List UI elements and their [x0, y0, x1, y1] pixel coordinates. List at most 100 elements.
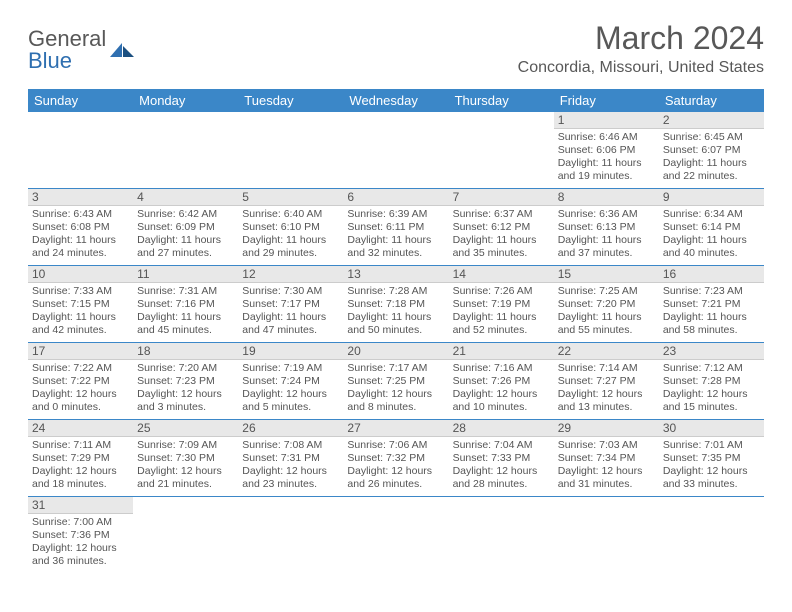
day-number: 27: [343, 420, 448, 437]
day-details: Sunrise: 6:46 AMSunset: 6:06 PMDaylight:…: [554, 129, 659, 187]
sunrise-text: Sunrise: 7:00 AM: [32, 516, 129, 529]
sunrise-text: Sunrise: 6:36 AM: [558, 208, 655, 221]
weekday-header: Friday: [554, 89, 659, 112]
daylight-text: Daylight: 12 hours and 8 minutes.: [347, 388, 444, 414]
calendar-day-cell: 13Sunrise: 7:28 AMSunset: 7:18 PMDayligh…: [343, 266, 448, 343]
sunset-text: Sunset: 7:34 PM: [558, 452, 655, 465]
daylight-text: Daylight: 11 hours and 47 minutes.: [242, 311, 339, 337]
daylight-text: Daylight: 11 hours and 52 minutes.: [453, 311, 550, 337]
day-details: Sunrise: 6:34 AMSunset: 6:14 PMDaylight:…: [659, 206, 764, 264]
day-details: Sunrise: 7:26 AMSunset: 7:19 PMDaylight:…: [449, 283, 554, 341]
day-number: 9: [659, 189, 764, 206]
calendar-day-cell: 2Sunrise: 6:45 AMSunset: 6:07 PMDaylight…: [659, 112, 764, 189]
sunset-text: Sunset: 6:09 PM: [137, 221, 234, 234]
daylight-text: Daylight: 11 hours and 37 minutes.: [558, 234, 655, 260]
day-details: Sunrise: 6:43 AMSunset: 6:08 PMDaylight:…: [28, 206, 133, 264]
calendar-day-cell: 24Sunrise: 7:11 AMSunset: 7:29 PMDayligh…: [28, 420, 133, 497]
sunrise-text: Sunrise: 7:01 AM: [663, 439, 760, 452]
day-number: 18: [133, 343, 238, 360]
sunset-text: Sunset: 7:22 PM: [32, 375, 129, 388]
calendar-day-cell: [238, 112, 343, 189]
month-title: March 2024: [518, 20, 764, 57]
header: General Blue March 2024 Concordia, Misso…: [28, 20, 764, 85]
sunset-text: Sunset: 7:27 PM: [558, 375, 655, 388]
calendar-day-cell: [659, 497, 764, 574]
calendar-week-row: 10Sunrise: 7:33 AMSunset: 7:15 PMDayligh…: [28, 266, 764, 343]
daylight-text: Daylight: 11 hours and 35 minutes.: [453, 234, 550, 260]
calendar-day-cell: [238, 497, 343, 574]
sunrise-text: Sunrise: 7:11 AM: [32, 439, 129, 452]
calendar-body: 1Sunrise: 6:46 AMSunset: 6:06 PMDaylight…: [28, 112, 764, 573]
calendar-day-cell: [449, 497, 554, 574]
daylight-text: Daylight: 12 hours and 33 minutes.: [663, 465, 760, 491]
daylight-text: Daylight: 11 hours and 45 minutes.: [137, 311, 234, 337]
day-number: 3: [28, 189, 133, 206]
sunset-text: Sunset: 7:33 PM: [453, 452, 550, 465]
day-number: 26: [238, 420, 343, 437]
calendar-day-cell: 26Sunrise: 7:08 AMSunset: 7:31 PMDayligh…: [238, 420, 343, 497]
sunset-text: Sunset: 7:31 PM: [242, 452, 339, 465]
day-number: 10: [28, 266, 133, 283]
calendar-day-cell: 31Sunrise: 7:00 AMSunset: 7:36 PMDayligh…: [28, 497, 133, 574]
daylight-text: Daylight: 12 hours and 26 minutes.: [347, 465, 444, 491]
sunrise-text: Sunrise: 7:31 AM: [137, 285, 234, 298]
daylight-text: Daylight: 12 hours and 10 minutes.: [453, 388, 550, 414]
sunrise-text: Sunrise: 6:34 AM: [663, 208, 760, 221]
calendar-day-cell: 25Sunrise: 7:09 AMSunset: 7:30 PMDayligh…: [133, 420, 238, 497]
sunrise-text: Sunrise: 7:19 AM: [242, 362, 339, 375]
day-details: Sunrise: 6:36 AMSunset: 6:13 PMDaylight:…: [554, 206, 659, 264]
daylight-text: Daylight: 11 hours and 19 minutes.: [558, 157, 655, 183]
sunrise-text: Sunrise: 7:04 AM: [453, 439, 550, 452]
sunrise-text: Sunrise: 7:06 AM: [347, 439, 444, 452]
sunset-text: Sunset: 7:19 PM: [453, 298, 550, 311]
sunset-text: Sunset: 6:06 PM: [558, 144, 655, 157]
calendar-day-cell: 12Sunrise: 7:30 AMSunset: 7:17 PMDayligh…: [238, 266, 343, 343]
day-details: Sunrise: 7:03 AMSunset: 7:34 PMDaylight:…: [554, 437, 659, 495]
day-number: 14: [449, 266, 554, 283]
sunrise-text: Sunrise: 7:03 AM: [558, 439, 655, 452]
sunrise-text: Sunrise: 7:23 AM: [663, 285, 760, 298]
calendar-header-row: Sunday Monday Tuesday Wednesday Thursday…: [28, 89, 764, 112]
calendar-week-row: 1Sunrise: 6:46 AMSunset: 6:06 PMDaylight…: [28, 112, 764, 189]
day-details: Sunrise: 7:08 AMSunset: 7:31 PMDaylight:…: [238, 437, 343, 495]
day-details: Sunrise: 7:12 AMSunset: 7:28 PMDaylight:…: [659, 360, 764, 418]
calendar-day-cell: 27Sunrise: 7:06 AMSunset: 7:32 PMDayligh…: [343, 420, 448, 497]
sunset-text: Sunset: 7:21 PM: [663, 298, 760, 311]
daylight-text: Daylight: 12 hours and 0 minutes.: [32, 388, 129, 414]
day-number: 22: [554, 343, 659, 360]
calendar-day-cell: 6Sunrise: 6:39 AMSunset: 6:11 PMDaylight…: [343, 189, 448, 266]
calendar-day-cell: [28, 112, 133, 189]
sunrise-text: Sunrise: 7:30 AM: [242, 285, 339, 298]
day-details: Sunrise: 7:33 AMSunset: 7:15 PMDaylight:…: [28, 283, 133, 341]
calendar-day-cell: 17Sunrise: 7:22 AMSunset: 7:22 PMDayligh…: [28, 343, 133, 420]
day-number: 1: [554, 112, 659, 129]
day-number: 11: [133, 266, 238, 283]
daylight-text: Daylight: 11 hours and 55 minutes.: [558, 311, 655, 337]
sunset-text: Sunset: 7:15 PM: [32, 298, 129, 311]
daylight-text: Daylight: 12 hours and 13 minutes.: [558, 388, 655, 414]
day-details: Sunrise: 7:23 AMSunset: 7:21 PMDaylight:…: [659, 283, 764, 341]
sunrise-text: Sunrise: 7:20 AM: [137, 362, 234, 375]
daylight-text: Daylight: 12 hours and 28 minutes.: [453, 465, 550, 491]
calendar-week-row: 24Sunrise: 7:11 AMSunset: 7:29 PMDayligh…: [28, 420, 764, 497]
daylight-text: Daylight: 11 hours and 40 minutes.: [663, 234, 760, 260]
day-details: Sunrise: 7:00 AMSunset: 7:36 PMDaylight:…: [28, 514, 133, 572]
logo-text: General Blue: [28, 28, 106, 72]
calendar-day-cell: 7Sunrise: 6:37 AMSunset: 6:12 PMDaylight…: [449, 189, 554, 266]
day-number: 13: [343, 266, 448, 283]
calendar-day-cell: 16Sunrise: 7:23 AMSunset: 7:21 PMDayligh…: [659, 266, 764, 343]
location: Concordia, Missouri, United States: [518, 59, 764, 77]
day-number: 25: [133, 420, 238, 437]
logo-text-blue: Blue: [28, 48, 72, 73]
day-details: Sunrise: 6:42 AMSunset: 6:09 PMDaylight:…: [133, 206, 238, 264]
sunset-text: Sunset: 7:29 PM: [32, 452, 129, 465]
calendar-day-cell: 5Sunrise: 6:40 AMSunset: 6:10 PMDaylight…: [238, 189, 343, 266]
sunset-text: Sunset: 7:36 PM: [32, 529, 129, 542]
calendar-week-row: 3Sunrise: 6:43 AMSunset: 6:08 PMDaylight…: [28, 189, 764, 266]
sunset-text: Sunset: 6:07 PM: [663, 144, 760, 157]
sunrise-text: Sunrise: 7:26 AM: [453, 285, 550, 298]
sunrise-text: Sunrise: 7:33 AM: [32, 285, 129, 298]
logo-sail-icon: [108, 41, 136, 59]
day-details: Sunrise: 7:04 AMSunset: 7:33 PMDaylight:…: [449, 437, 554, 495]
calendar-day-cell: 30Sunrise: 7:01 AMSunset: 7:35 PMDayligh…: [659, 420, 764, 497]
